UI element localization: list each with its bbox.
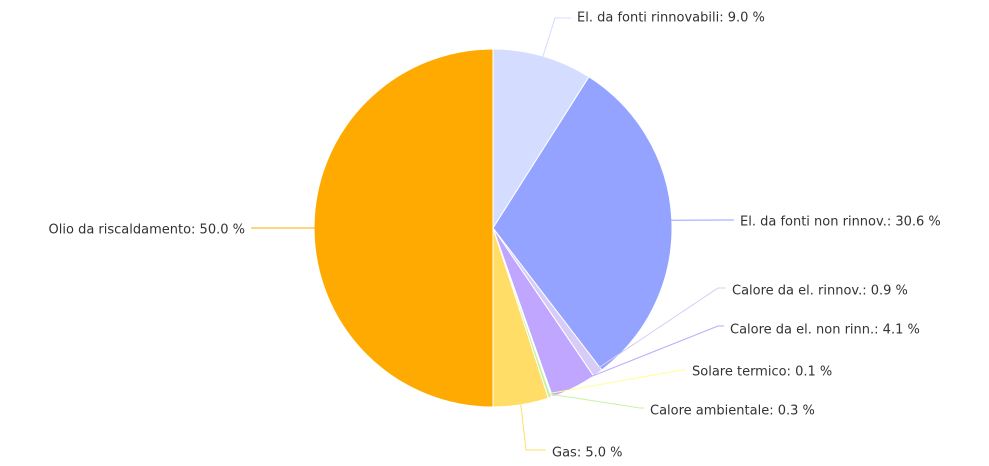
data-label: Solare termico: 0.1 %: [692, 365, 832, 380]
label-connector: [550, 369, 686, 394]
label-connector: [548, 393, 644, 409]
label-connector: [541, 17, 571, 61]
label-connector: [519, 400, 546, 451]
label-connector: [571, 325, 724, 385]
data-label: Olio da riscaldamento: 50.0 %: [49, 223, 245, 238]
data-label: Calore ambientale: 0.3 %: [650, 404, 815, 419]
data-label: Calore da el. rinnov.: 0.9 %: [732, 284, 908, 299]
data-label: El. da fonti non rinnov.: 30.6 %: [740, 215, 941, 230]
pie-slice: [313, 48, 494, 408]
data-label: Gas: 5.0 %: [552, 446, 622, 461]
label-connector: [595, 287, 726, 371]
data-label: Calore da el. non rinn.: 4.1 %: [730, 323, 920, 338]
data-label: El. da fonti rinnovabili: 9.0 %: [577, 11, 765, 26]
